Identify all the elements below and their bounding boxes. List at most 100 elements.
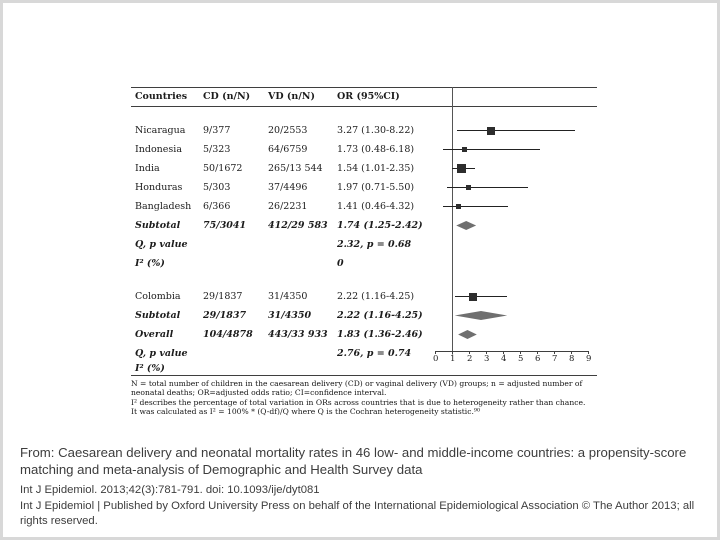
table-row: Honduras 5/303 37/4496 1.97 (0.71-5.50) [131,182,597,196]
or-square-marker [465,185,471,190]
or-cell: 1.73 (0.48-6.18) [337,144,415,155]
country-cell: Q, p value [135,239,188,250]
country-cell: India [135,163,160,174]
footnote-line: I² describes the percentage of total var… [131,397,586,407]
vd-cell: 37/4496 [268,182,308,193]
or-square-marker [456,204,462,209]
or-cell: 2.32, p = 0.68 [337,239,412,250]
axis-tick [452,351,453,354]
caption-copyright: Int J Epidemiol | Published by Oxford Un… [20,499,695,527]
axis-tick [486,351,487,354]
axis-tick-label: 6 [535,354,541,364]
country-cell: Subtotal [135,220,181,231]
vd-cell: 26/2231 [268,201,308,212]
axis-tick [503,351,504,354]
vd-cell: 443/33 933 [268,329,328,340]
or-cell: 2.22 (1.16-4.25) [337,310,423,321]
axis-tick-label: 1 [450,354,456,364]
axis-tick-label: 0 [433,354,439,364]
or-square-marker [486,126,495,135]
vd-cell: 64/6759 [268,144,308,155]
pooled-diamond-marker [454,311,508,320]
or-cell: 1.74 (1.25-2.42) [337,220,423,231]
ci-line [454,296,508,297]
country-cell: I² (%) [135,363,165,374]
axis-tick-label: 5 [518,354,524,364]
table-row: Overall 104/4878 443/33 933 1.83 (1.36-2.46… [131,329,597,343]
vd-cell: 20/2553 [268,125,308,136]
country-cell: Indonesia [135,144,182,155]
cd-cell: 104/4878 [203,329,253,340]
col-header-or: OR (95%CI) [337,91,400,102]
table-row: I² (%) [131,363,597,377]
country-cell: Overall [135,329,174,340]
ci-line [447,187,529,188]
table-row: Q, p value 2.32, p = 0.68 [131,239,597,253]
or-square-marker [456,164,466,173]
reference-line-or1 [452,87,453,351]
axis-tick [520,351,521,354]
axis-tick [571,351,572,354]
cd-cell: 5/303 [203,182,231,193]
axis-tick [469,351,470,354]
or-cell: 2.22 (1.16-4.25) [337,291,415,302]
x-axis-line [435,351,589,352]
cd-cell: 29/1837 [203,310,247,321]
footnote-rule [131,375,597,376]
cd-cell: 6/366 [203,201,231,212]
country-cell: Subtotal [135,310,181,321]
ci-line [457,130,575,131]
footnote-line: N = total number of children in the caes… [131,379,583,398]
table-row: India 50/1672 265/13 544 1.54 (1.01-2.35) [131,163,597,177]
country-cell: I² (%) [135,258,165,269]
table-row: Nicaragua 9/377 20/2553 3.27 (1.30-8.22) [131,125,597,139]
table-row: Indonesia 5/323 64/6759 1.73 (0.48-6.18) [131,144,597,158]
or-cell: 3.27 (1.30-8.22) [337,125,415,136]
axis-tick [537,351,538,354]
pooled-diamond-marker [458,330,477,339]
figure-footnote: N = total number of children in the caes… [131,379,597,416]
table-row: Subtotal 75/3041 412/29 583 1.74 (1.25-2.42… [131,220,597,234]
axis-tick [554,351,555,354]
vd-cell: 31/4350 [268,310,312,321]
axis-tick-label: 9 [586,354,592,364]
axis-tick-label: 2 [467,354,473,364]
axis-tick-label: 8 [569,354,575,364]
or-square-marker [461,147,467,152]
forest-plot-figure: Countries CD (n/N) VD (n/N) OR (95%CI) N… [131,87,597,416]
axis-tick-label: 4 [501,354,507,364]
cd-cell: 9/377 [203,125,231,136]
pooled-diamond-marker [456,221,477,230]
country-cell: Nicaragua [135,125,186,136]
or-square-marker [468,292,477,301]
or-cell: 2.76, p = 0.74 [337,348,412,359]
table-row: Subtotal 29/1837 31/4350 2.22 (1.16-4.25) [131,310,597,324]
country-cell: Honduras [135,182,183,193]
col-header-cd: CD (n/N) [203,91,251,102]
footnote-line: It was calculated as I² = 100% * (Q-df)/… [131,406,480,416]
top-rule [131,87,597,88]
axis-tick-label: 7 [552,354,558,364]
axis-tick [435,351,436,354]
col-header-countries: Countries [135,91,188,102]
cd-cell: 50/1672 [203,163,243,174]
header-rule [131,106,597,107]
figure-caption: From: Caesarean delivery and neonatal mo… [20,444,708,528]
or-cell: 1.97 (0.71-5.50) [337,182,415,193]
cd-cell: 29/1837 [203,291,243,302]
country-cell: Colombia [135,291,181,302]
vd-cell: 265/13 544 [268,163,323,174]
or-cell: 1.41 (0.46-4.32) [337,201,415,212]
axis-tick-label: 3 [484,354,490,364]
vd-cell: 31/4350 [268,291,308,302]
axis-tick [588,351,589,354]
ci-line [443,149,541,150]
vd-cell: 412/29 583 [268,220,328,231]
col-header-vd: VD (n/N) [268,91,315,102]
or-cell: 0 [337,258,344,269]
cd-cell: 5/323 [203,144,231,155]
table-row: I² (%) 0 [131,258,597,272]
country-cell: Bangladesh [135,201,192,212]
or-cell: 1.83 (1.36-2.46) [337,329,423,340]
